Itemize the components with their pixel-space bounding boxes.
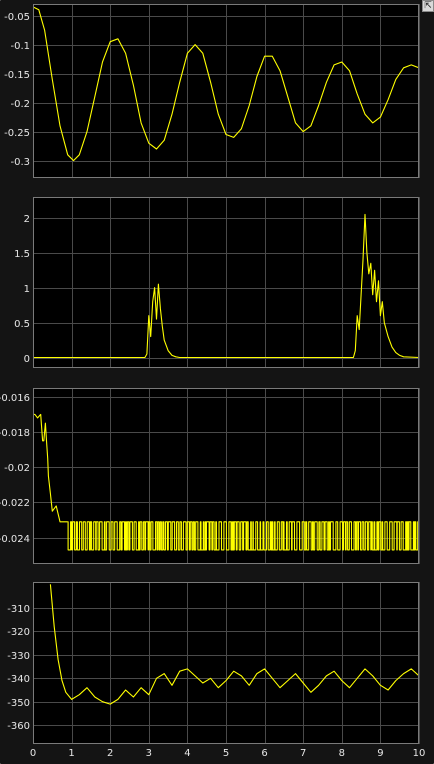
y-tick-label: -0.05 xyxy=(4,12,30,23)
y-tick-label: -0.018 xyxy=(0,428,30,439)
y-tick-label: 0 xyxy=(24,354,30,365)
x-tick-label: 10 xyxy=(413,748,426,759)
axes-frame-4 xyxy=(33,582,419,744)
y-tick-label: 1.5 xyxy=(14,249,30,260)
y-tick-label: -0.15 xyxy=(4,70,30,81)
y-tick-label: -320 xyxy=(7,627,30,638)
y-tick-label: -0.2 xyxy=(10,99,30,110)
x-tick-label: 9 xyxy=(377,748,383,759)
x-tick-label: 5 xyxy=(223,748,229,759)
y-tick-label: -330 xyxy=(7,651,30,662)
y-tick-label: 2 xyxy=(24,214,30,225)
signal-line-3 xyxy=(33,413,68,523)
x-tick-label: 4 xyxy=(184,748,190,759)
signal-line-2 xyxy=(33,213,419,359)
y-tick-label: -0.024 xyxy=(0,534,30,545)
y-tick-label: -350 xyxy=(7,698,30,709)
axes-frame-2 xyxy=(33,197,419,368)
y-tick-label: 0.5 xyxy=(14,319,30,330)
axes-frame-1 xyxy=(33,4,419,178)
signal-line-4 xyxy=(49,584,419,705)
x-tick-label: 7 xyxy=(300,748,306,759)
x-tick-label: 0 xyxy=(30,748,36,759)
y-tick-label: -310 xyxy=(7,604,30,615)
y-tick-label: -0.25 xyxy=(4,128,30,139)
x-tick-label: 1 xyxy=(68,748,74,759)
x-tick-label: 3 xyxy=(146,748,152,759)
undock-arrow-icon: ⇱ xyxy=(424,0,432,11)
signal-toggle-line xyxy=(67,521,419,551)
y-tick-label: -360 xyxy=(7,721,30,732)
y-tick-label: -0.016 xyxy=(0,393,30,404)
y-tick-label: -0.02 xyxy=(4,463,30,474)
y-tick-label: -340 xyxy=(7,674,30,685)
x-tick-label: 2 xyxy=(107,748,113,759)
x-tick-label: 8 xyxy=(339,748,345,759)
signal-line-1 xyxy=(33,6,419,162)
axes-frame-3 xyxy=(33,388,419,564)
y-tick-label: -0.1 xyxy=(10,41,30,52)
x-tick-label: 6 xyxy=(261,748,267,759)
undock-button[interactable]: ⇱ xyxy=(422,0,434,12)
y-tick-label: 1 xyxy=(24,284,30,295)
y-tick-label: -0.022 xyxy=(0,498,30,509)
y-tick-label: -0.3 xyxy=(10,157,30,168)
